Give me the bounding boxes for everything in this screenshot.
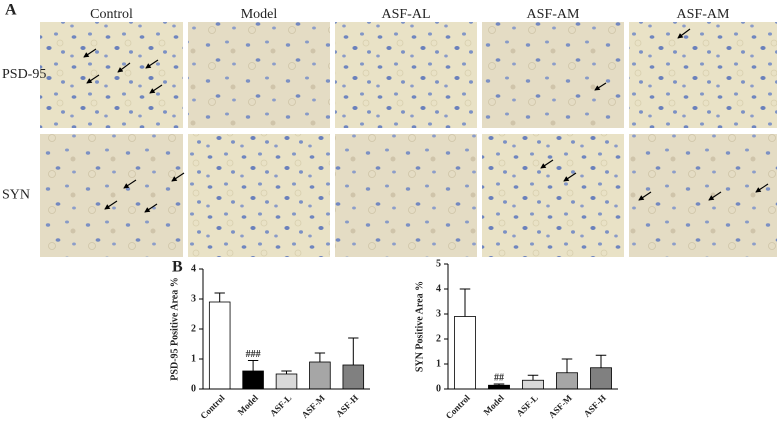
x-tick-label: ASF-L [268, 393, 293, 418]
y-tick-label: 3 [436, 308, 441, 319]
bar [454, 316, 476, 390]
y-tick-label: 1 [191, 353, 196, 364]
x-tick-label: ASF-L [514, 393, 539, 418]
y-tick-label: 2 [436, 333, 441, 344]
row-label: PSD-95 [2, 67, 46, 82]
x-tick-label: ASF-H [334, 393, 360, 419]
column-header: ASF-AL [381, 7, 430, 22]
micrograph [188, 134, 330, 257]
bar [242, 370, 264, 390]
micrograph [40, 22, 183, 128]
bar [590, 367, 612, 390]
x-tick-label: ASF-M [547, 392, 575, 420]
micrograph [629, 22, 777, 128]
annotation: ### [246, 349, 261, 360]
y-tick-label: 0 [436, 383, 441, 394]
column-header: ASF-AM [527, 7, 580, 22]
bar [309, 361, 331, 390]
y-axis-label: SYN Positive Area % [414, 281, 425, 372]
panel-label: B [172, 259, 183, 276]
y-tick-label: 5 [436, 258, 441, 269]
micrograph [482, 134, 624, 257]
column-header: Control [90, 7, 133, 22]
x-tick-label: Control [444, 392, 473, 421]
row-label: SYN [2, 188, 30, 203]
micrograph [335, 134, 477, 257]
arrows [83, 28, 769, 213]
x-tick-label: Control [198, 392, 227, 421]
bar [208, 301, 231, 390]
micrograph [40, 134, 183, 257]
panel-label: A [5, 2, 17, 19]
y-tick-label: 2 [191, 323, 196, 334]
micrograph [482, 22, 624, 128]
micrograph [188, 22, 330, 128]
y-tick-label: 4 [191, 263, 196, 274]
y-tick-label: 0 [191, 383, 196, 394]
bar [556, 372, 578, 390]
micrograph [335, 22, 477, 128]
column-header: ASF-AM [677, 7, 730, 22]
bar [488, 384, 510, 390]
y-tick-label: 3 [191, 293, 196, 304]
bar [342, 364, 365, 390]
bar [522, 379, 544, 390]
y-tick-label: 4 [436, 283, 441, 294]
annotation: ## [494, 372, 504, 383]
bar [275, 373, 298, 390]
x-tick-label: ASF-H [582, 393, 608, 419]
x-tick-label: Model [481, 392, 506, 417]
column-header: Model [241, 7, 278, 22]
y-tick-label: 1 [436, 358, 441, 369]
micrograph [629, 134, 777, 257]
x-tick-label: Model [236, 392, 261, 417]
x-tick-label: ASF-M [300, 392, 328, 420]
y-axis-label: PSD-95 Positive Area % [169, 277, 180, 380]
